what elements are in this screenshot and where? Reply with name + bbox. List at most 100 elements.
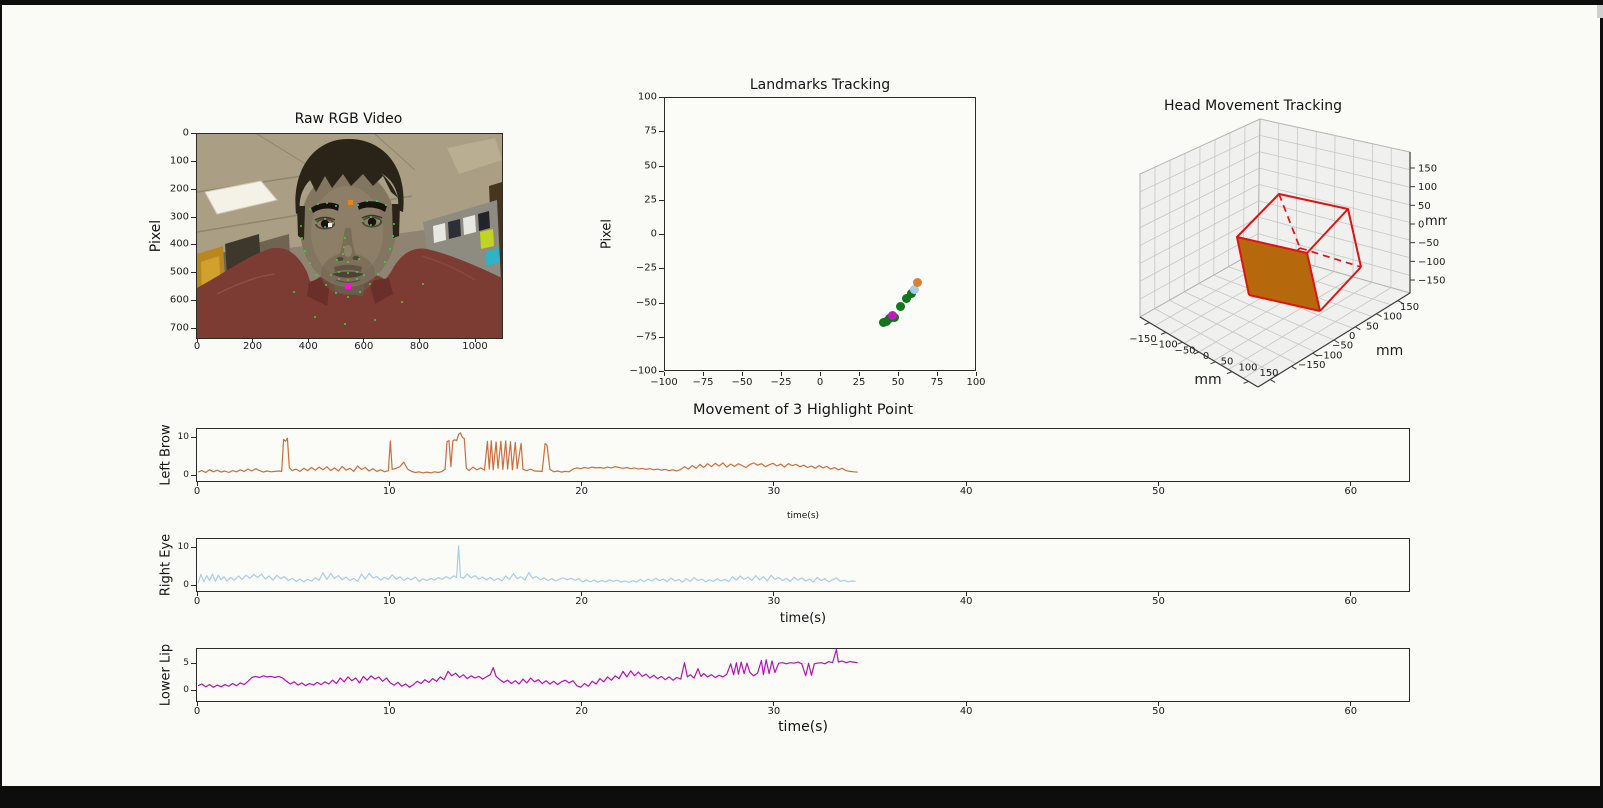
mesh-landmark-dot	[373, 318, 377, 322]
tick-label: 25	[852, 377, 866, 388]
tick-label: 0	[183, 470, 189, 481]
mesh-landmark-dot	[334, 291, 338, 295]
tick-mark	[1158, 482, 1159, 486]
grid-line	[1352, 139, 1355, 277]
tick-label: 60	[1344, 486, 1358, 497]
tick-mark	[388, 702, 390, 706]
tick-label: 50	[1152, 596, 1165, 607]
lower-lip-plot-area	[196, 648, 1410, 702]
tick-label: 75	[930, 377, 944, 388]
tick-mark	[975, 372, 977, 376]
tick-label: 50	[1366, 321, 1379, 332]
tick-mark	[196, 482, 198, 486]
scatter-point-right-eye	[910, 285, 920, 295]
mesh-landmark-dot	[308, 207, 312, 211]
tick-mark	[307, 338, 309, 342]
tick-label: 10	[382, 596, 396, 607]
postcard-yellow	[480, 229, 494, 249]
sideburn-left	[297, 206, 305, 240]
head-tracking-title: Head Movement Tracking	[1164, 98, 1342, 114]
nostril-left	[336, 257, 344, 261]
tick-mark	[659, 199, 664, 201]
mesh-landmark-dot	[369, 215, 373, 219]
tick-mark	[1226, 371, 1233, 375]
tick-label: 30	[767, 596, 781, 607]
postcard	[433, 223, 446, 243]
lower-lip-line	[335, 279, 361, 283]
tick-label: 150	[1259, 368, 1278, 379]
mesh-landmark-dot	[331, 221, 335, 225]
tick-label: 50	[1221, 357, 1234, 368]
grid-line	[1258, 184, 1411, 223]
mustache-shadow	[334, 264, 362, 272]
mesh-landmark-dot	[346, 278, 350, 282]
tick-mark	[191, 689, 196, 691]
tick-mark	[1269, 379, 1276, 383]
tick-label: 50	[644, 160, 657, 171]
tick-mark	[659, 233, 664, 235]
landmarks-ylabel: Pixel	[599, 218, 615, 250]
ceiling-line	[374, 134, 416, 171]
mesh-landmark-dot	[316, 202, 320, 206]
tick-label: 400	[169, 238, 189, 250]
cube-edge	[1319, 266, 1362, 312]
tick-label: 200	[169, 183, 189, 195]
nose	[338, 228, 358, 261]
tick-label: 0	[650, 228, 657, 240]
tick-mark	[819, 372, 821, 376]
tick-mark	[1210, 361, 1216, 365]
tick-label: 50	[1152, 486, 1165, 497]
tick-mark	[773, 592, 775, 596]
tick-mark	[1193, 351, 1200, 355]
tick-mark	[1350, 592, 1352, 596]
mesh-landmark-dot	[329, 273, 333, 277]
mesh-landmark-dot	[341, 252, 345, 256]
tick-mark	[191, 216, 196, 218]
mesh-landmark-dot	[358, 290, 362, 294]
tick-label: −100	[1315, 350, 1342, 361]
tick-mark	[581, 702, 583, 706]
tick-label: 600	[354, 341, 374, 352]
mesh-landmark-dot	[346, 271, 350, 275]
mesh-landmark-dot	[365, 199, 369, 203]
tick-label: 300	[169, 211, 189, 223]
cube-edge	[1236, 236, 1250, 296]
cube-edge	[1248, 294, 1321, 312]
mesh-landmark-dot	[421, 282, 425, 286]
tick-label: −25	[770, 377, 792, 388]
tick-mark	[663, 372, 665, 376]
tick-mark	[897, 372, 899, 376]
tick-mark	[581, 592, 583, 596]
mesh-landmark-dot	[356, 203, 360, 207]
tick-mark	[1397, 300, 1404, 304]
tick-label: 60	[1344, 706, 1358, 717]
tick-label: −75	[635, 331, 657, 343]
mesh-landmark-dot	[392, 222, 396, 226]
grid-line	[1139, 216, 1259, 282]
tick-label: −50	[1174, 345, 1195, 356]
postcard	[463, 215, 476, 235]
head-tracking-3d-plot: 150100500−50−100−150mm−150−100−500501001…	[1129, 118, 1447, 388]
tick-label: 100	[1238, 362, 1257, 373]
postcard	[478, 211, 490, 231]
tick-mark	[1158, 592, 1159, 596]
scatter-point-mesh	[896, 301, 906, 311]
scatter-point-mesh	[902, 293, 912, 303]
sideburn-right	[392, 204, 400, 238]
tick-label: −100	[1418, 257, 1445, 268]
shirt-fold	[421, 255, 476, 281]
mesh-landmark-dot	[383, 260, 387, 264]
grid-line	[1228, 132, 1231, 267]
postcard	[448, 219, 461, 239]
tick-label: 0	[1349, 331, 1355, 342]
grid-line	[1139, 184, 1260, 246]
mesh-landmark-dot	[337, 270, 341, 274]
tick-mark	[1355, 326, 1361, 331]
shirt-fold	[216, 273, 276, 295]
tick-label: 20	[575, 486, 588, 497]
tick-label: 40	[959, 706, 973, 717]
tick-label: 0	[193, 341, 201, 352]
tick-mark	[936, 372, 938, 376]
timeseries-suptitle: Movement of 3 Highlight Point	[693, 402, 913, 418]
tick-mark	[965, 592, 967, 596]
